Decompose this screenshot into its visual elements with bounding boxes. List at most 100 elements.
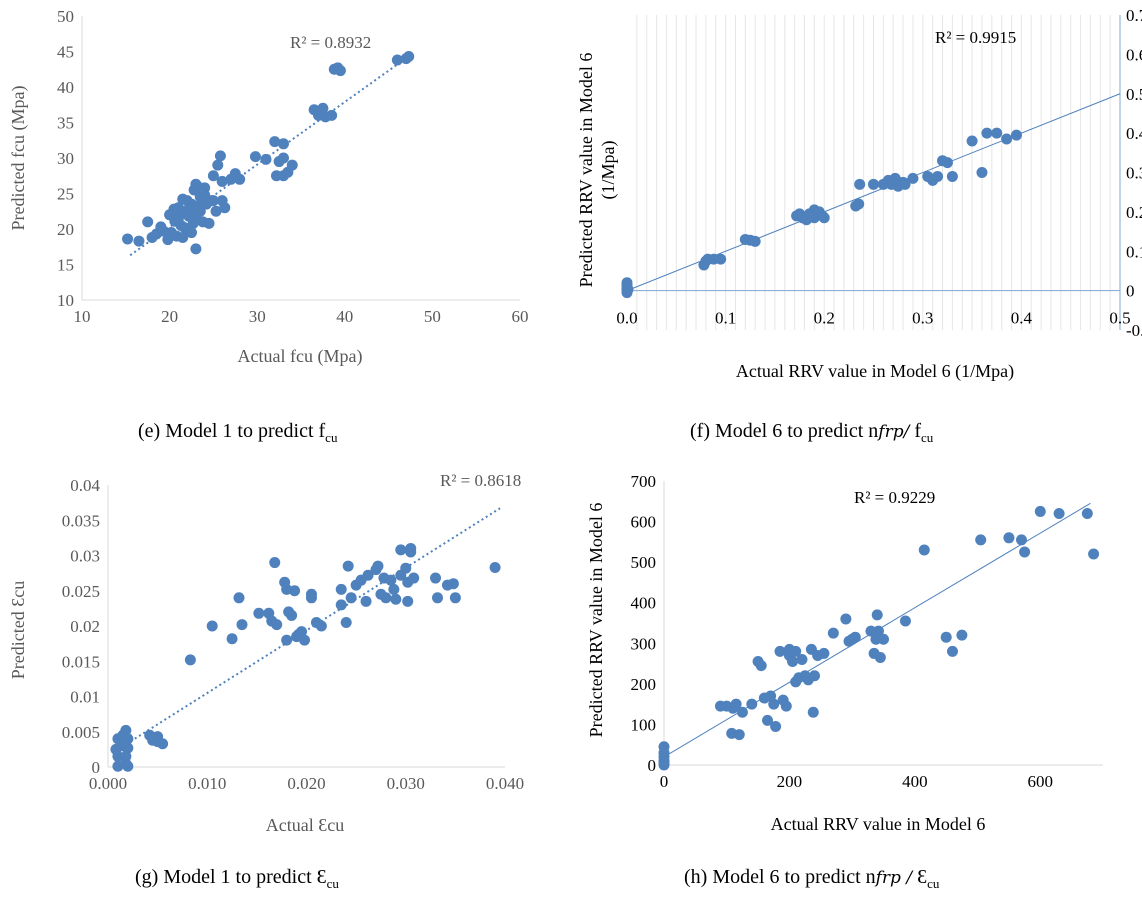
data-point (787, 656, 799, 668)
data-point (809, 670, 821, 682)
data-point (403, 50, 415, 62)
y-axis-title: Predicted fcu (Mpa) (8, 86, 29, 231)
caption-f-text: (f) Model 6 to predict n (690, 420, 879, 442)
data-point (187, 217, 199, 229)
caption-f: (f) Model 6 to predict nfrp/ fcu (690, 420, 933, 446)
scatter-chart-g: 0.000 0.010 0.020 0.030 0.040 0 0.005 0.01 0.015… (8, 471, 524, 835)
y-tick-label: 0.7 (1126, 6, 1142, 25)
x-tick-label: 0.030 (387, 774, 425, 793)
x-tick-label: 20 (161, 307, 178, 326)
y-tick-label: 700 (631, 472, 657, 491)
data-point (761, 714, 773, 726)
data-point (193, 200, 205, 212)
data-point (120, 724, 132, 736)
data-point (941, 157, 953, 169)
data-point (770, 720, 782, 732)
caption-h-sub: cu (927, 876, 940, 891)
data-point (1034, 505, 1046, 517)
data-point (790, 645, 802, 657)
x-tick-label: 400 (902, 772, 928, 791)
data-point (388, 583, 400, 595)
data-point (447, 578, 459, 590)
y-tick-label: 0.02 (70, 617, 100, 636)
x-tick-label: 0.5 (1109, 309, 1130, 328)
y-tick-label: 15 (57, 256, 74, 275)
data-point (214, 150, 226, 162)
x-tick-label: 30 (249, 307, 266, 326)
data-point (142, 216, 154, 228)
caption-e: (e) Model 1 to predict fcu (138, 420, 337, 446)
data-point (360, 595, 372, 607)
data-point (946, 645, 958, 657)
data-point (1001, 133, 1013, 145)
y-tick-label: 500 (631, 553, 657, 572)
data-point (405, 546, 417, 558)
chart-panel-g: 0.000 0.010 0.020 0.030 0.040 0 0.005 0.01 0.015… (0, 460, 570, 850)
data-point (249, 151, 261, 163)
data-point (190, 178, 202, 190)
data-point (395, 544, 407, 556)
caption-g: (g) Model 1 to predict Ɛcu (135, 866, 339, 892)
data-point (827, 627, 839, 639)
y-tick-label: 0 (1126, 282, 1135, 301)
trendline (117, 507, 501, 751)
y-tick-label: 600 (631, 513, 657, 532)
data-point (907, 172, 919, 184)
data-point (269, 557, 281, 569)
data-point (372, 560, 384, 572)
data-point (299, 634, 311, 646)
data-point (253, 607, 265, 619)
data-point (296, 626, 308, 638)
scatter-chart-e: 10 20 30 40 50 60 10 15 20 25 30 35 40 45 50 R² = 0.893… (8, 7, 529, 367)
data-point (932, 170, 944, 182)
y-tick-label: 0.4 (1126, 124, 1142, 143)
y-tick-label: -0.1 (1126, 321, 1142, 340)
caption-e-sub: cu (325, 430, 338, 445)
data-point (112, 750, 124, 762)
data-point (733, 729, 745, 741)
data-point (271, 619, 283, 631)
data-point (871, 609, 883, 621)
y-tick-label: 100 (631, 715, 657, 734)
y-tick-label: 0.2 (1126, 203, 1142, 222)
data-point (1015, 534, 1027, 546)
data-point (940, 631, 952, 643)
data-point (289, 585, 301, 597)
data-point (326, 109, 338, 121)
x-tick-label: 0.000 (89, 774, 127, 793)
caption-h-italic: frp / (875, 868, 913, 888)
data-point (317, 102, 329, 114)
data-point (233, 592, 245, 604)
data-point (774, 645, 786, 657)
data-point (177, 232, 189, 244)
data-point (658, 741, 670, 753)
caption-f-italic: frp/ (878, 422, 910, 442)
x-tick-label: 200 (777, 772, 803, 791)
y-tick-label: 0.6 (1126, 45, 1142, 64)
y-tick-label: 40 (57, 78, 74, 97)
data-point (216, 175, 228, 187)
data-point (207, 195, 219, 207)
x-tick-label: 0 (660, 772, 669, 791)
x-tick-label: 40 (336, 307, 353, 326)
data-point (380, 592, 392, 604)
data-point (122, 233, 134, 245)
data-point (730, 698, 742, 710)
chart-panel-f: 0.00.10.20.30.40.5-0.100.10.20.30.40.50.… (570, 0, 1142, 400)
caption-e-text: (e) Model 1 to predict f (138, 420, 326, 442)
y-tick-label: 0.015 (62, 652, 100, 671)
r-squared-label: R² = 0.8618 (440, 471, 521, 490)
data-point (874, 651, 886, 663)
data-point (212, 159, 224, 171)
y-tick-label: 0 (92, 758, 101, 777)
data-point (269, 136, 281, 148)
x-axis-title: Actual RRV value in Model 6 (771, 814, 986, 834)
caption-h-text: (h) Model 6 to predict n (684, 866, 876, 888)
x-tick-label: 60 (512, 307, 529, 326)
data-point (430, 572, 442, 584)
data-point (178, 222, 190, 234)
y-tick-label: 50 (57, 7, 74, 26)
r-squared-label: R² = 0.9915 (935, 28, 1016, 47)
data-point (345, 592, 357, 604)
caption-g-text: (g) Model 1 to predict Ɛ (135, 866, 327, 888)
